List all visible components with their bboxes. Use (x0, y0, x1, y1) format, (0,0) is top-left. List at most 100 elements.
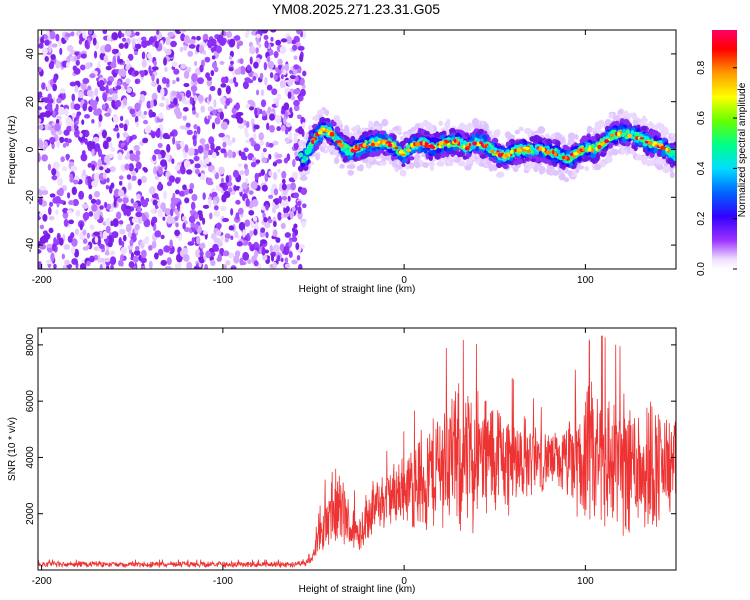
heatmap-cell (216, 112, 220, 118)
heatmap-cell (93, 50, 98, 59)
heatmap-cell (123, 123, 128, 132)
heatmap-cell (118, 58, 124, 64)
heatmap-cell (266, 55, 271, 63)
heatmap-cell (158, 112, 164, 119)
heatmap-cell (351, 126, 357, 132)
heatmap-cell (127, 53, 134, 61)
heatmap-cell (206, 76, 212, 81)
heatmap-cell (65, 61, 70, 68)
heatmap-cell (186, 129, 193, 136)
heatmap-cell (59, 88, 66, 94)
heatmap-cell (121, 33, 125, 38)
heatmap-cell (471, 134, 476, 140)
heatmap-cell (184, 197, 190, 204)
heatmap-cell (486, 136, 491, 142)
heatmap-cell (104, 201, 108, 208)
heatmap-cell (251, 199, 259, 207)
heatmap-cell (512, 166, 519, 172)
heatmap-cell (73, 55, 78, 62)
heatmap-cell (153, 60, 157, 67)
heatmap-cell (183, 253, 190, 262)
heatmap-cell (235, 199, 241, 205)
heatmap-cell (174, 164, 181, 171)
heatmap-cell (277, 254, 281, 262)
heatmap-cell (294, 228, 299, 236)
heatmap-cell (272, 244, 280, 254)
heatmap-cell (230, 266, 236, 269)
heatmap-cell (168, 104, 175, 109)
heatmap-cell (174, 263, 180, 269)
heatmap-cell (150, 111, 157, 118)
heatmap-cell (247, 259, 252, 265)
heatmap-cell (296, 254, 301, 261)
heatmap-cell (53, 263, 57, 269)
heatmap-cell (272, 229, 278, 237)
heatmap-cell (135, 150, 141, 156)
heatmap-cell (343, 143, 349, 149)
heatmap-cell (255, 221, 259, 230)
heatmap-cell (234, 231, 239, 238)
heatmap-cell (227, 149, 233, 159)
heatmap-cell (225, 31, 233, 39)
heatmap-cell (325, 136, 332, 142)
heatmap-cell (359, 139, 366, 144)
heatmap-cell (106, 177, 110, 183)
heatmap-cell (219, 111, 224, 120)
heatmap-cell (102, 30, 108, 35)
heatmap-cell (188, 44, 196, 49)
heatmap-cell (41, 82, 46, 90)
heatmap-cell (104, 43, 112, 53)
heatmap-cell (51, 175, 58, 181)
heatmap-cell (81, 203, 89, 209)
heatmap-cell (93, 231, 101, 236)
heatmap-cell (224, 237, 229, 243)
heatmap-cell (141, 212, 145, 219)
heatmap-cell (135, 121, 140, 128)
heatmap-cell (230, 235, 234, 241)
heatmap-cell (218, 166, 225, 175)
heatmap-cell (65, 32, 72, 38)
heatmap-cell (255, 33, 261, 39)
heatmap-cell (165, 152, 170, 161)
heatmap-cell (127, 182, 132, 191)
heatmap-cell (262, 254, 268, 261)
heatmap-cell (260, 89, 265, 97)
heatmap-cell (116, 80, 122, 88)
heatmap-cell (248, 190, 254, 195)
heatmap-cell (317, 109, 325, 115)
heatmap-cell (275, 237, 281, 243)
heatmap-cell (222, 250, 230, 257)
heatmap-cell (373, 150, 381, 157)
heatmap-cell (214, 172, 220, 180)
heatmap-cell (94, 236, 99, 244)
heatmap-cell (620, 147, 625, 155)
heatmap-cell (133, 249, 141, 256)
heatmap-cell (93, 172, 101, 182)
heatmap-cell (614, 135, 619, 140)
heatmap-cell (179, 30, 187, 33)
heatmap-cell (45, 259, 53, 265)
heatmap-cell (217, 240, 223, 248)
heatmap-cell (104, 251, 110, 256)
heatmap-cell (219, 182, 225, 188)
heatmap-cell (233, 76, 237, 84)
heatmap-cell (212, 200, 217, 206)
heatmap-cell (144, 126, 152, 134)
heatmap-cell (116, 211, 122, 220)
heatmap-cell (199, 64, 204, 73)
heatmap-cell (224, 233, 231, 240)
heatmap-cell (133, 144, 140, 152)
heatmap-cell (180, 33, 186, 42)
heatmap-cell (240, 151, 246, 161)
heatmap-cell (653, 148, 658, 154)
heatmap-cell (154, 230, 162, 238)
heatmap-cell (217, 87, 222, 96)
heatmap-cell (183, 227, 191, 233)
heatmap-cell (428, 154, 434, 161)
heatmap-cell (152, 154, 157, 162)
heatmap-cell (212, 169, 217, 175)
heatmap-cell (186, 261, 193, 269)
heatmap-cell (134, 70, 139, 76)
heatmap-cell (38, 66, 42, 72)
